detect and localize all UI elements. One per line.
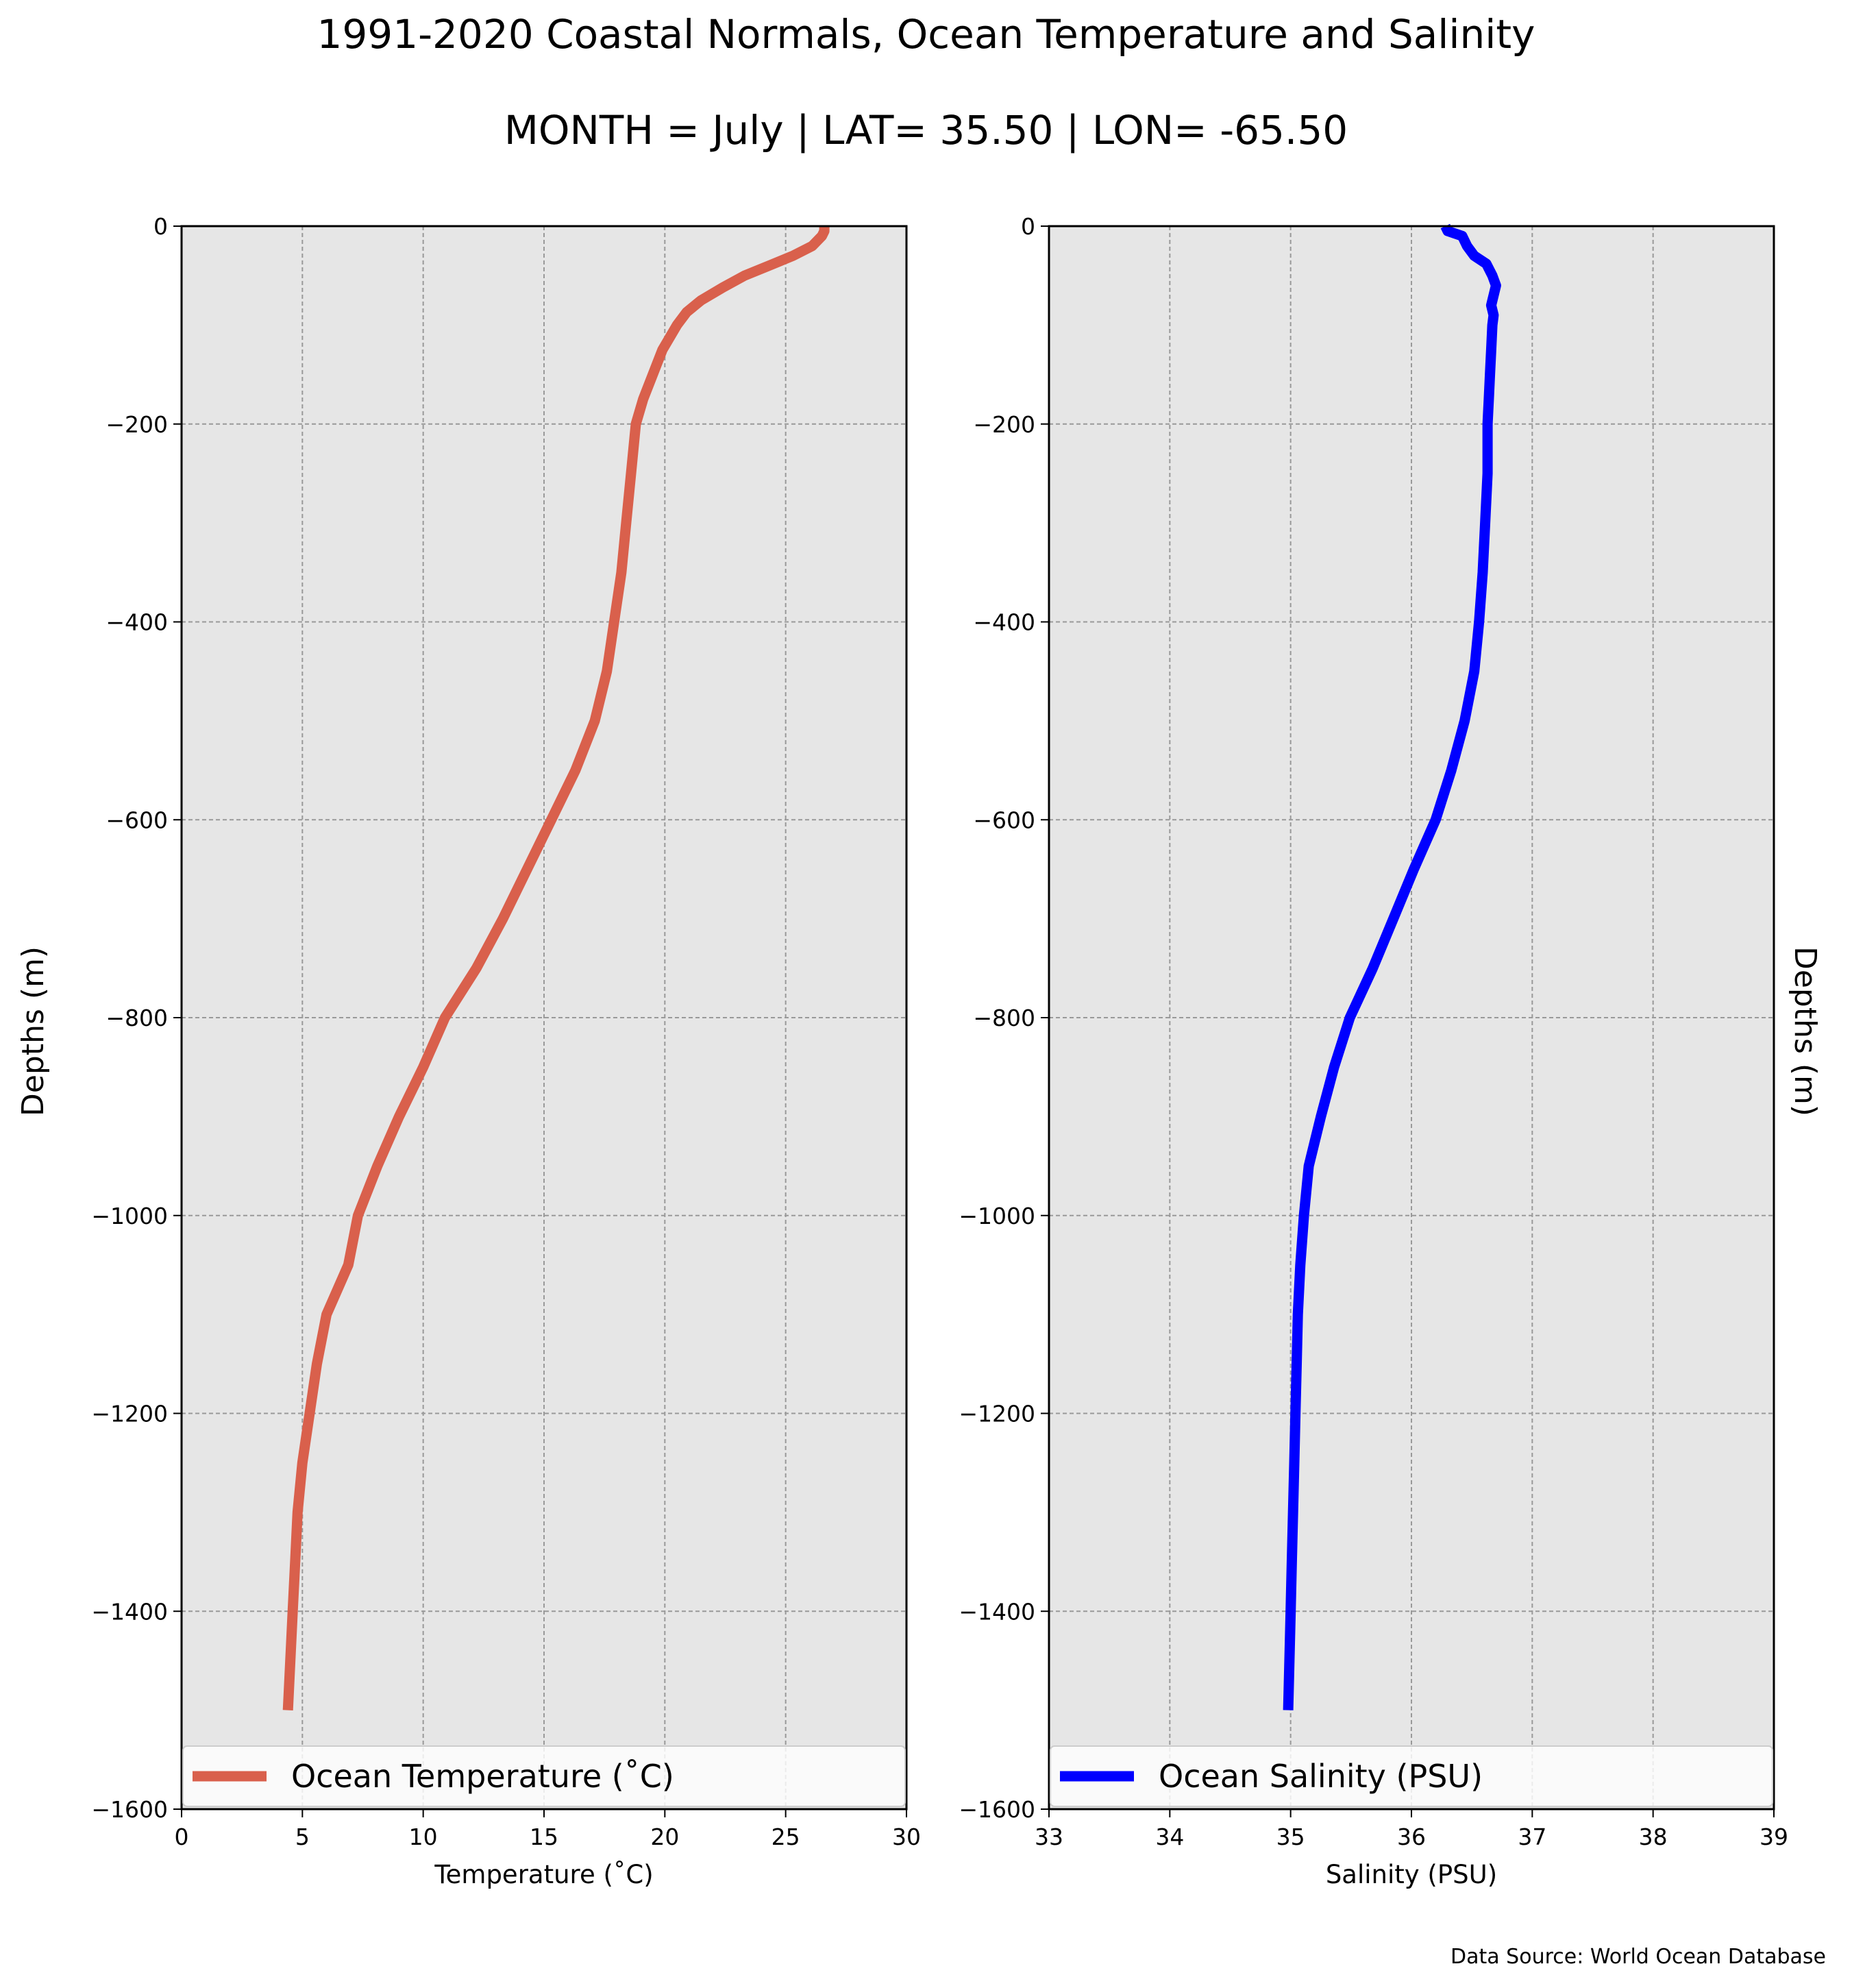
temperature-legend: Ocean Temperature (˚C) <box>182 1745 906 1807</box>
salinity-x-tick-label: 39 <box>1760 1824 1788 1850</box>
salinity-y-tick-label: −800 <box>973 1005 1035 1031</box>
salinity-x-tick-label: 38 <box>1639 1824 1668 1850</box>
temperature-x-tick-label: 10 <box>409 1824 438 1850</box>
temperature-x-tick-label: 5 <box>295 1824 310 1850</box>
temperature-y-tick-label: −800 <box>106 1005 168 1031</box>
salinity-y-tick-label: −600 <box>973 807 1035 833</box>
salinity-x-tick-label: 37 <box>1518 1824 1546 1850</box>
figure-subtitle: MONTH = July | LAT= 35.50 | LON= -65.50 <box>504 107 1348 154</box>
salinity-x-tick-label: 34 <box>1155 1824 1184 1850</box>
salinity-panel: 33 34 35 36 37 38 39 0 −200 −400 −600 −800 −1000 −120… <box>959 213 1788 1889</box>
data-source-note: Data Source: World Ocean Database <box>1450 1945 1826 1969</box>
figure-title: 1991-2020 Coastal Normals, Ocean Tempera… <box>317 11 1535 58</box>
temperature-x-tick-label: 20 <box>650 1824 679 1850</box>
salinity-legend-label: Ocean Salinity (PSU) <box>1159 1758 1483 1795</box>
temperature-y-tick-label: −1600 <box>91 1796 168 1823</box>
right-y-axis-label: Depths (m) <box>1788 946 1823 1116</box>
temperature-y-tick-label: −1000 <box>91 1203 168 1229</box>
salinity-axes-frame <box>1048 225 1775 1811</box>
salinity-y-tick-label: −1200 <box>959 1401 1035 1427</box>
temperature-y-tick-label: −400 <box>106 609 168 636</box>
temperature-legend-box <box>182 1745 906 1807</box>
salinity-y-tick-label: −1000 <box>959 1203 1035 1229</box>
temperature-axes-frame <box>180 225 908 1811</box>
temperature-y-tick-label: 0 <box>153 213 168 240</box>
salinity-x-axis-label: Salinity (PSU) <box>1326 1860 1497 1889</box>
temperature-y-tick-label: −200 <box>106 411 168 438</box>
salinity-y-tick-label: −400 <box>973 609 1035 636</box>
salinity-y-tick-label: −200 <box>973 411 1035 438</box>
temperature-x-axis-label: Temperature (˚C) <box>434 1860 653 1889</box>
salinity-x-tick-label: 35 <box>1276 1824 1305 1850</box>
salinity-series-line <box>1283 223 1501 1710</box>
salinity-legend-box <box>1050 1745 1773 1807</box>
temperature-y-tick-label: −600 <box>106 807 168 833</box>
temperature-x-tick-label: 15 <box>530 1824 558 1850</box>
temperature-y-tick-label: −1400 <box>91 1598 168 1625</box>
temperature-panel: 0 5 10 15 20 25 30 0 −200 −400 −600 −800 −1000 −1200 −… <box>91 213 921 1889</box>
left-y-axis-label: Depths (m) <box>16 946 51 1116</box>
salinity-x-tick-label: 36 <box>1397 1824 1426 1850</box>
salinity-x-tick-label: 33 <box>1035 1824 1063 1850</box>
salinity-y-tick-label: −1400 <box>959 1598 1035 1625</box>
temperature-y-tick-label: −1200 <box>91 1401 168 1427</box>
temperature-x-tick-label: 0 <box>175 1824 189 1850</box>
temperature-series-line <box>282 225 830 1710</box>
salinity-y-tick-label: −1600 <box>959 1796 1035 1823</box>
temperature-x-tick-label: 25 <box>771 1824 800 1850</box>
temperature-x-tick-label: 30 <box>892 1824 921 1850</box>
salinity-y-tick-label: 0 <box>1021 213 1035 240</box>
salinity-legend: Ocean Salinity (PSU) <box>1050 1745 1773 1807</box>
temperature-legend-label: Ocean Temperature (˚C) <box>291 1758 674 1795</box>
